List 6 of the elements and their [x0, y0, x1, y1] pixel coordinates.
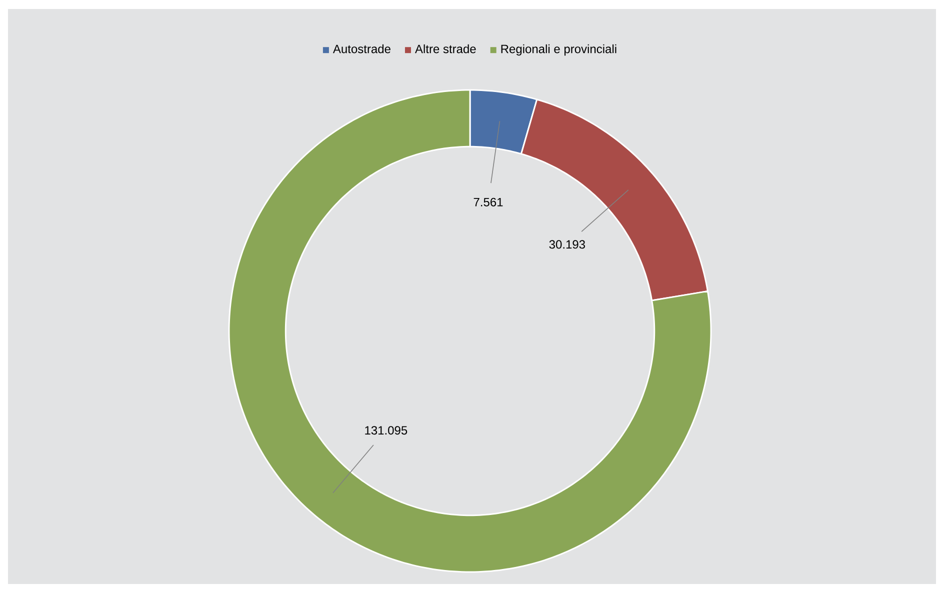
data-label: 7.561 [474, 198, 503, 206]
data-label: 131.095 [365, 426, 408, 435]
data-label: 30.193 [549, 240, 586, 249]
legend-label: Autostrade [332, 44, 390, 54]
legend-label: Regionali e provinciali [501, 44, 616, 56]
legend-label: Altre strade [415, 44, 476, 54]
